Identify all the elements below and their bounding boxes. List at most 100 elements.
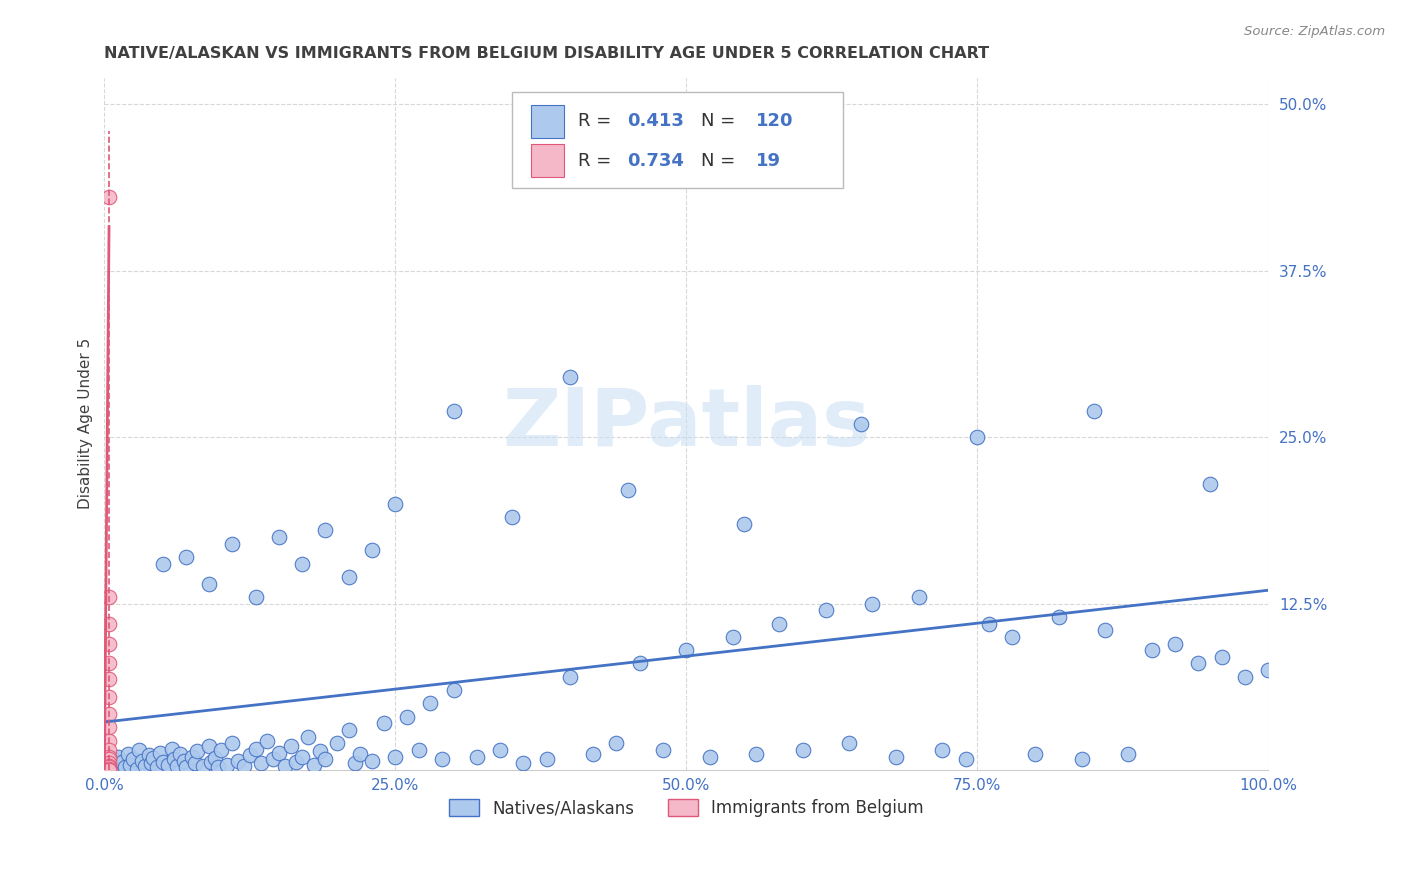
Point <box>1140 643 1163 657</box>
Point <box>221 536 243 550</box>
Point <box>245 741 267 756</box>
Point <box>122 752 145 766</box>
Point <box>98 756 121 771</box>
Point <box>98 673 121 687</box>
Point <box>128 743 150 757</box>
Point <box>101 752 124 766</box>
Point <box>245 590 267 604</box>
Point <box>733 516 755 531</box>
Point <box>256 733 278 747</box>
Point <box>180 749 202 764</box>
Point <box>173 754 195 768</box>
Text: R =: R = <box>578 112 617 130</box>
Point <box>98 733 121 747</box>
Point <box>142 751 165 765</box>
Point <box>955 752 977 766</box>
Point <box>419 697 441 711</box>
Text: 120: 120 <box>756 112 793 130</box>
Point <box>198 739 221 753</box>
Point <box>221 736 243 750</box>
Point <box>931 743 953 757</box>
FancyBboxPatch shape <box>531 145 564 178</box>
Point <box>200 755 222 769</box>
Point <box>98 762 121 776</box>
Point <box>430 752 453 766</box>
Point <box>395 710 418 724</box>
Point <box>745 747 768 761</box>
Point <box>105 759 128 773</box>
Point <box>98 616 121 631</box>
Point <box>134 759 156 773</box>
Point <box>408 743 430 757</box>
Point <box>297 730 319 744</box>
Point <box>163 752 186 766</box>
Point <box>838 736 860 750</box>
Point <box>215 757 238 772</box>
Point <box>285 755 308 769</box>
Point <box>107 749 129 764</box>
Point <box>1187 657 1209 671</box>
Point <box>280 739 302 753</box>
Point <box>501 510 523 524</box>
Point <box>262 752 284 766</box>
Point <box>169 747 191 761</box>
Text: 0.734: 0.734 <box>627 152 683 169</box>
Point <box>98 759 121 773</box>
Point <box>908 590 931 604</box>
Point <box>226 754 249 768</box>
Point <box>721 630 744 644</box>
Point <box>315 524 337 538</box>
Point <box>166 759 188 773</box>
Point <box>157 757 180 772</box>
Point <box>361 754 384 768</box>
Point <box>582 747 605 761</box>
Point <box>361 543 384 558</box>
Point <box>862 597 884 611</box>
Point <box>118 757 141 772</box>
Point <box>315 752 337 766</box>
Y-axis label: Disability Age Under 5: Disability Age Under 5 <box>79 338 93 509</box>
Point <box>1118 747 1140 761</box>
Point <box>558 370 581 384</box>
Point <box>349 747 371 761</box>
Point <box>699 749 721 764</box>
Point <box>209 743 232 757</box>
Point <box>98 743 121 757</box>
Point <box>558 670 581 684</box>
Point <box>114 760 136 774</box>
Point <box>814 603 837 617</box>
Point <box>675 643 697 657</box>
Point <box>98 690 121 704</box>
Point <box>267 530 290 544</box>
Text: N =: N = <box>702 112 741 130</box>
Point <box>152 557 174 571</box>
Point <box>125 762 148 776</box>
FancyBboxPatch shape <box>531 104 564 138</box>
Point <box>652 743 675 757</box>
Point <box>250 756 273 771</box>
Point <box>1094 624 1116 638</box>
Point <box>489 743 512 757</box>
Point <box>302 757 325 772</box>
Point <box>98 720 121 734</box>
Point <box>138 748 160 763</box>
Point <box>1024 747 1046 761</box>
Point <box>465 749 488 764</box>
Point <box>326 736 349 750</box>
Point <box>337 723 360 737</box>
Point <box>207 760 229 774</box>
Point <box>1199 476 1222 491</box>
Point <box>1164 636 1187 650</box>
Point <box>98 636 121 650</box>
Point <box>384 497 406 511</box>
Legend: Natives/Alaskans, Immigrants from Belgium: Natives/Alaskans, Immigrants from Belgiu… <box>443 792 931 824</box>
Point <box>204 751 226 765</box>
Point <box>792 743 814 757</box>
Point <box>512 756 534 771</box>
Point <box>605 736 627 750</box>
Point <box>308 744 330 758</box>
Point <box>98 763 121 777</box>
Point <box>536 752 558 766</box>
Point <box>337 570 360 584</box>
Point <box>1211 649 1233 664</box>
